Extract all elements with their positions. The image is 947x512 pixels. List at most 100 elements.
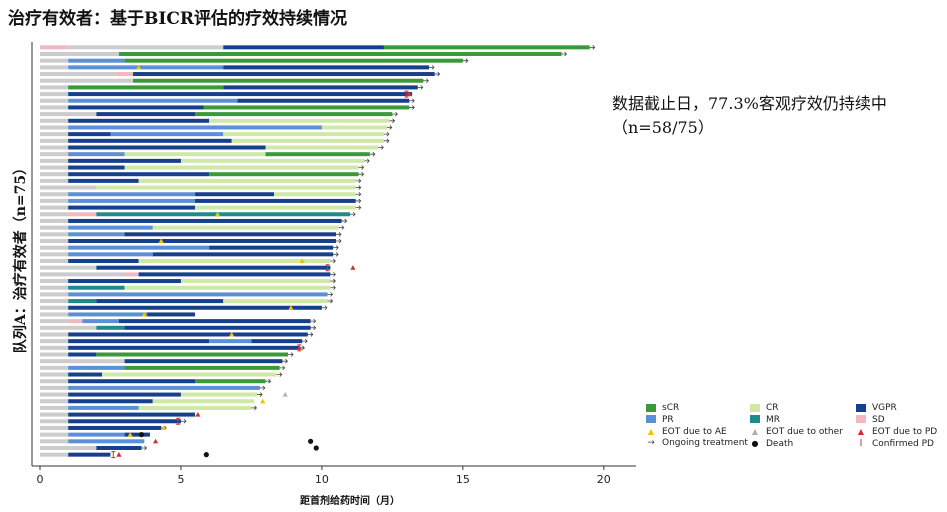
response-segment-vgpr	[96, 299, 224, 304]
response-segment-sd	[116, 72, 134, 77]
response-segment-cr	[273, 192, 356, 197]
legend-swatch	[750, 403, 760, 412]
ongoing-arrow	[327, 292, 334, 297]
patient-row	[40, 171, 365, 177]
response-segment-vgpr	[96, 445, 142, 450]
patient-row	[40, 344, 305, 352]
response-segment-pre	[40, 305, 69, 310]
response-segment-pre	[40, 332, 69, 337]
x-tick-label: 10	[315, 473, 329, 486]
response-segment-cr	[138, 405, 252, 410]
ongoing-arrow	[355, 191, 362, 197]
patient-row	[40, 245, 339, 250]
ongoing-arrow	[350, 211, 356, 217]
legend-item-eot-other: ▲ EOT due to other	[750, 426, 843, 438]
response-segment-pr	[68, 198, 196, 203]
response-segment-vgpr	[68, 92, 413, 97]
response-segment-pre	[40, 52, 119, 57]
response-segment-pre	[40, 245, 69, 250]
response-segment-scr	[195, 112, 393, 117]
response-segment-vgpr	[68, 452, 111, 457]
response-segment-pre	[40, 98, 69, 103]
ongoing-arrow	[307, 332, 314, 337]
response-segment-vgpr	[68, 279, 181, 284]
response-segment-pre	[40, 299, 69, 304]
response-segment-scr	[133, 78, 424, 83]
patient-row	[40, 278, 336, 284]
ongoing-arrow	[310, 318, 317, 324]
annotation-line-2: （n=58/75）	[612, 118, 714, 137]
response-segment-vgpr	[68, 305, 322, 310]
response-segment-vgpr	[124, 232, 336, 237]
response-segment-cr	[138, 178, 356, 183]
eot-other-marker	[282, 391, 288, 397]
ongoing-arrow	[330, 272, 336, 277]
response-segment-pre	[40, 259, 69, 264]
response-segment-vgpr	[68, 118, 210, 123]
legend-label: EOT due to AE	[662, 427, 727, 437]
patient-row	[40, 292, 334, 297]
patient-row	[40, 178, 362, 184]
eot-pd-marker	[195, 411, 201, 417]
response-segment-vgpr	[133, 72, 435, 77]
legend-label: Ongoing treatment	[662, 437, 748, 448]
ongoing-arrow	[330, 285, 336, 291]
response-segment-pre	[40, 225, 69, 230]
response-segment-mr	[96, 325, 125, 330]
response-segment-pr	[68, 65, 224, 70]
response-segment-pre	[40, 405, 69, 410]
ongoing-arrow	[434, 71, 441, 77]
ongoing-arrow	[259, 385, 266, 391]
response-segment-pre	[40, 265, 97, 270]
response-segment-pre	[40, 72, 117, 77]
eot-ae-marker	[161, 425, 167, 431]
death-marker	[308, 438, 314, 444]
ongoing-arrow	[355, 198, 362, 204]
response-segment-mr	[68, 285, 125, 290]
response-segment-pre	[40, 185, 97, 190]
patient-row	[40, 338, 308, 344]
eot-pd-marker	[152, 438, 159, 444]
eot-ae-marker	[215, 211, 221, 217]
response-segment-cr	[152, 225, 339, 230]
patient-row	[40, 252, 339, 257]
x-tick-label: 0	[37, 473, 44, 486]
response-segment-pr	[68, 312, 148, 317]
eot-pd-marker	[116, 452, 122, 457]
patient-row	[40, 425, 167, 431]
ongoing-arrow	[336, 238, 342, 244]
legend-swatch	[856, 415, 866, 423]
patient-row	[40, 85, 424, 90]
patient-row	[40, 131, 390, 137]
response-segment-vgpr	[68, 332, 308, 337]
response-segment-vgpr	[68, 412, 196, 417]
response-segment-cr	[209, 118, 390, 123]
response-segment-vgpr	[124, 325, 311, 330]
legend-symbol-icon: I	[859, 437, 863, 449]
ongoing-arrow	[276, 372, 283, 377]
response-segment-pre	[40, 212, 69, 217]
eot-pd-marker	[350, 265, 356, 270]
response-segment-cr	[124, 285, 331, 290]
confirmed-pd-marker	[297, 344, 302, 352]
legend-label: sCR	[662, 403, 680, 413]
confirmed-pd-marker	[404, 90, 409, 98]
page-title: 治疗有效者：基于BICR评估的疗效持续情况	[8, 9, 347, 29]
legend-swatch	[646, 403, 656, 412]
response-segment-pre	[40, 198, 69, 203]
patient-row	[40, 325, 317, 331]
response-segment-pre	[40, 312, 69, 317]
patient-row	[40, 205, 362, 210]
annotation: 数据截止日，77.3%客观疗效仍持续中 （n=58/75）	[612, 92, 942, 140]
response-segment-pr	[68, 232, 125, 237]
patient-row	[40, 165, 365, 170]
legend-item-eot-pd: ▲ EOT due to PD	[856, 426, 937, 438]
response-segment-pre	[40, 399, 69, 404]
response-segment-pr	[68, 365, 125, 370]
legend-item-ongoing: → Ongoing treatment	[646, 438, 748, 449]
response-segment-pre	[40, 192, 69, 197]
response-segment-scr	[96, 352, 289, 357]
response-segment-cr	[321, 125, 387, 130]
response-segment-vgpr	[147, 312, 196, 317]
